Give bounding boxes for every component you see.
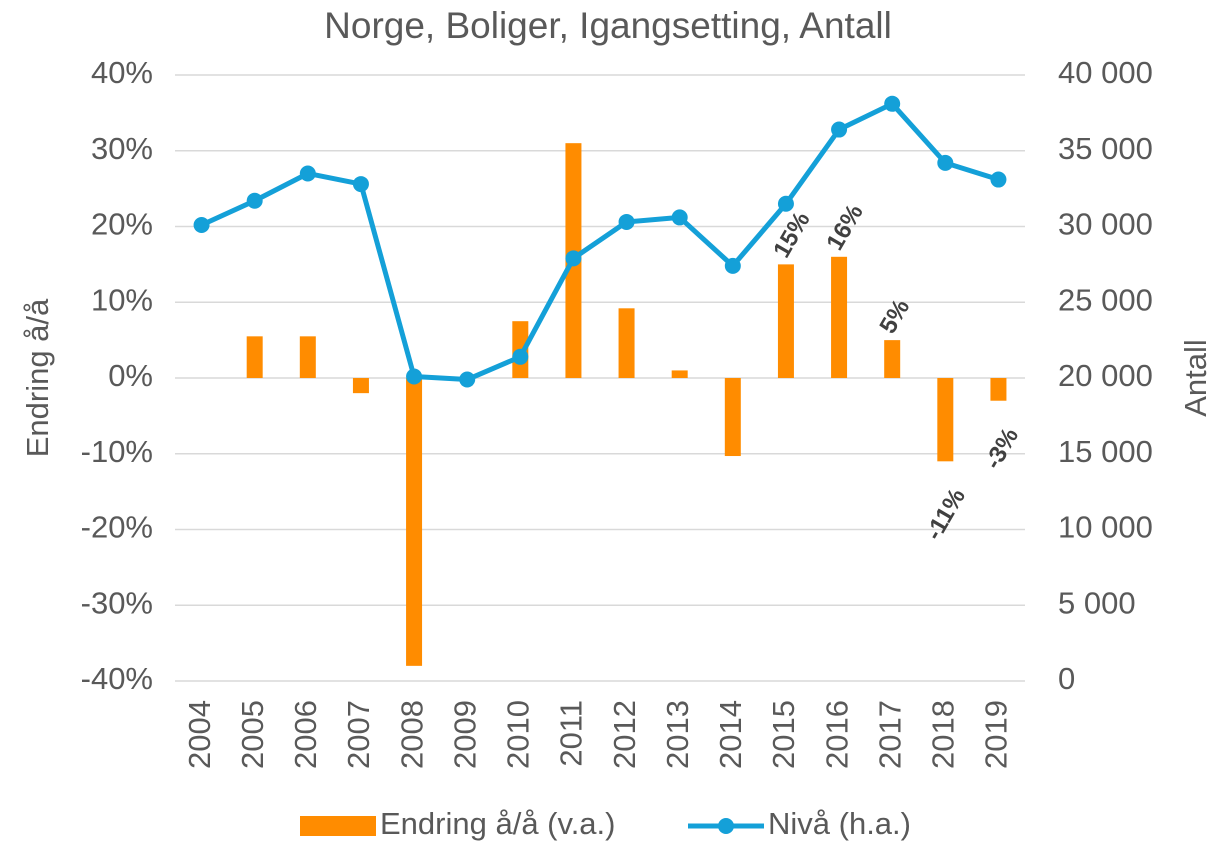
x-tick-label: 2007 <box>341 700 376 769</box>
y-tick-label: 10% <box>91 282 153 317</box>
line-marker <box>565 250 582 267</box>
y2-tick-label: 0 <box>1058 661 1075 696</box>
y-tick-label: 20% <box>91 207 153 242</box>
y2-tick-label: 5 000 <box>1058 585 1136 620</box>
data-label: 5% <box>874 295 915 339</box>
bar <box>671 370 688 378</box>
line-marker <box>406 368 423 385</box>
line-marker <box>352 176 369 193</box>
line-marker <box>777 195 794 212</box>
line-marker <box>459 371 476 388</box>
bar <box>831 256 848 378</box>
bar <box>777 264 794 378</box>
line-marker <box>884 95 901 112</box>
x-tick-label: 2004 <box>182 700 217 769</box>
data-label: -11% <box>920 484 971 545</box>
x-tick-label: 2012 <box>607 700 642 769</box>
x-tick-label: 2005 <box>235 700 270 769</box>
bar <box>246 336 263 378</box>
y2-tick-label: 20 000 <box>1058 358 1153 393</box>
y2-axis-title: Antall <box>1178 339 1213 417</box>
x-tick-label: 2008 <box>394 700 429 769</box>
line <box>200 101 1000 383</box>
x-tick-label: 2016 <box>819 700 854 769</box>
line-marker <box>193 216 210 233</box>
x-tick-label: 2011 <box>554 700 589 767</box>
y-tick-label: -40% <box>81 661 153 696</box>
legend-swatch <box>718 818 734 834</box>
bar <box>406 378 423 666</box>
line-marker <box>299 165 316 182</box>
line-marker <box>671 209 688 226</box>
line-marker <box>618 213 635 230</box>
y-axis-title: Endring å/å <box>20 298 55 457</box>
x-tick-label: 2013 <box>660 700 695 769</box>
line-marker <box>937 154 954 171</box>
line-marker <box>512 348 529 365</box>
bar <box>990 378 1007 401</box>
y-tick-label: -10% <box>81 434 153 469</box>
y2-tick-label: 10 000 <box>1058 510 1153 545</box>
line-marker <box>990 171 1007 188</box>
y2-tick-label: 25 000 <box>1058 282 1153 317</box>
x-tick-label: 2019 <box>979 700 1014 769</box>
x-tick-label: 2014 <box>713 700 748 769</box>
bar <box>884 340 901 378</box>
line-marker <box>724 257 741 274</box>
y2-tick-label: 30 000 <box>1058 207 1153 242</box>
legend-swatch <box>300 816 376 836</box>
data-label: 16% <box>821 200 868 255</box>
x-tick-label: 2015 <box>766 700 801 769</box>
y2-tick-label: 35 000 <box>1058 131 1153 166</box>
y-tick-label: 40% <box>91 55 153 90</box>
x-tick-label: 2010 <box>501 700 536 769</box>
bar <box>937 378 954 462</box>
y-tick-label: 0% <box>108 358 153 393</box>
data-label: -3% <box>979 423 1024 473</box>
line-marker <box>831 121 848 138</box>
chart-title: Norge, Boliger, Igangsetting, Antall <box>324 5 892 46</box>
bar <box>618 308 635 378</box>
y-tick-label: -30% <box>81 585 153 620</box>
bar <box>299 336 316 378</box>
x-tick-label: 2009 <box>447 700 482 769</box>
x-tick-label: 2018 <box>926 700 961 769</box>
bar <box>352 378 369 394</box>
line-marker <box>246 192 263 209</box>
y-tick-label: -20% <box>81 510 153 545</box>
legend-label: Nivå (h.a.) <box>768 806 911 841</box>
x-tick-label: 2006 <box>288 700 323 769</box>
y2-tick-label: 15 000 <box>1058 434 1153 469</box>
bar <box>724 378 741 457</box>
y-tick-label: 30% <box>91 131 153 166</box>
y2-tick-label: 40 000 <box>1058 55 1153 90</box>
legend-label: Endring å/å (v.a.) <box>380 806 615 841</box>
x-tick-label: 2017 <box>872 700 907 769</box>
